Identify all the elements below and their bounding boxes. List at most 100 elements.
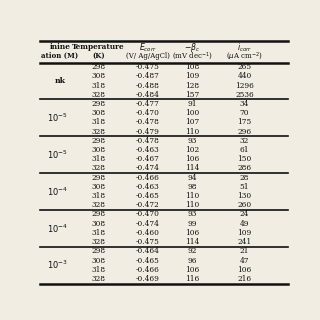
Text: 110: 110 bbox=[185, 128, 200, 136]
Text: 106: 106 bbox=[185, 155, 200, 163]
Text: 109: 109 bbox=[185, 72, 200, 80]
Text: 106: 106 bbox=[185, 229, 200, 237]
Text: 21: 21 bbox=[240, 247, 249, 255]
Text: 116: 116 bbox=[185, 275, 200, 283]
Text: -0.467: -0.467 bbox=[136, 155, 160, 163]
Text: -0.466: -0.466 bbox=[136, 266, 160, 274]
Text: $10^{-5}$: $10^{-5}$ bbox=[47, 112, 68, 124]
Text: -0.475: -0.475 bbox=[136, 238, 160, 246]
Text: 108: 108 bbox=[185, 63, 200, 71]
Text: -0.472: -0.472 bbox=[136, 201, 160, 209]
Text: 241: 241 bbox=[237, 238, 252, 246]
Text: -0.465: -0.465 bbox=[136, 257, 160, 265]
Text: -0.478: -0.478 bbox=[136, 137, 160, 145]
Text: $-\beta_c$: $-\beta_c$ bbox=[184, 41, 201, 54]
Text: 298: 298 bbox=[91, 247, 105, 255]
Text: 308: 308 bbox=[91, 183, 105, 191]
Text: 51: 51 bbox=[240, 183, 249, 191]
Text: 298: 298 bbox=[91, 63, 105, 71]
Text: 128: 128 bbox=[186, 82, 200, 90]
Text: 1296: 1296 bbox=[235, 82, 254, 90]
Text: 91: 91 bbox=[188, 100, 197, 108]
Text: $10^{-4}$: $10^{-4}$ bbox=[47, 222, 68, 235]
Text: -0.488: -0.488 bbox=[136, 82, 160, 90]
Text: 32: 32 bbox=[240, 137, 249, 145]
Text: -0.463: -0.463 bbox=[136, 146, 160, 154]
Text: 93: 93 bbox=[188, 211, 197, 219]
Text: 61: 61 bbox=[240, 146, 249, 154]
Text: 175: 175 bbox=[237, 118, 252, 126]
Text: 298: 298 bbox=[91, 137, 105, 145]
Text: 308: 308 bbox=[91, 220, 105, 228]
Text: -0.474: -0.474 bbox=[136, 220, 160, 228]
Text: 328: 328 bbox=[91, 164, 105, 172]
Text: -0.465: -0.465 bbox=[136, 192, 160, 200]
Text: (mV dec$^{-1}$): (mV dec$^{-1}$) bbox=[172, 50, 213, 62]
Text: -0.469: -0.469 bbox=[136, 275, 160, 283]
Text: 106: 106 bbox=[237, 266, 252, 274]
Text: 130: 130 bbox=[237, 192, 252, 200]
Text: nk: nk bbox=[54, 77, 65, 85]
Text: 260: 260 bbox=[237, 201, 252, 209]
Text: 114: 114 bbox=[185, 238, 200, 246]
Text: -0.479: -0.479 bbox=[136, 128, 160, 136]
Text: $E_{corr}$: $E_{corr}$ bbox=[139, 41, 157, 54]
Text: 318: 318 bbox=[91, 266, 105, 274]
Text: 308: 308 bbox=[91, 146, 105, 154]
Text: -0.470: -0.470 bbox=[136, 109, 160, 117]
Text: $10^{-4}$: $10^{-4}$ bbox=[47, 185, 68, 198]
Text: 328: 328 bbox=[91, 238, 105, 246]
Text: (K): (K) bbox=[92, 52, 105, 60]
Text: (V/ Ag/AgCl): (V/ Ag/AgCl) bbox=[126, 52, 170, 60]
Text: $10^{-3}$: $10^{-3}$ bbox=[47, 259, 68, 271]
Text: 440: 440 bbox=[237, 72, 252, 80]
Text: $10^{-5}$: $10^{-5}$ bbox=[47, 148, 68, 161]
Text: 286: 286 bbox=[237, 164, 252, 172]
Text: 298: 298 bbox=[91, 211, 105, 219]
Text: 24: 24 bbox=[240, 211, 249, 219]
Text: -0.487: -0.487 bbox=[136, 72, 160, 80]
Text: $i_{corr}$: $i_{corr}$ bbox=[237, 41, 252, 54]
Text: -0.464: -0.464 bbox=[136, 247, 160, 255]
Text: ($\mu$A cm$^{-2}$): ($\mu$A cm$^{-2}$) bbox=[226, 50, 263, 62]
Text: 308: 308 bbox=[91, 72, 105, 80]
Text: 110: 110 bbox=[185, 201, 200, 209]
Text: 328: 328 bbox=[91, 128, 105, 136]
Text: 298: 298 bbox=[91, 100, 105, 108]
Text: 49: 49 bbox=[240, 220, 249, 228]
Text: -0.470: -0.470 bbox=[136, 211, 160, 219]
Text: 318: 318 bbox=[91, 192, 105, 200]
Text: 114: 114 bbox=[185, 164, 200, 172]
Text: 328: 328 bbox=[91, 201, 105, 209]
Text: 34: 34 bbox=[240, 100, 249, 108]
Text: 99: 99 bbox=[188, 220, 197, 228]
Text: 157: 157 bbox=[185, 91, 200, 99]
Text: 265: 265 bbox=[237, 63, 252, 71]
Text: 93: 93 bbox=[188, 137, 197, 145]
Text: -0.475: -0.475 bbox=[136, 63, 160, 71]
Text: 150: 150 bbox=[237, 155, 252, 163]
Text: 318: 318 bbox=[91, 82, 105, 90]
Text: ation (M): ation (M) bbox=[41, 52, 78, 60]
Text: 328: 328 bbox=[91, 275, 105, 283]
Text: 70: 70 bbox=[240, 109, 249, 117]
Text: -0.474: -0.474 bbox=[136, 164, 160, 172]
Text: 308: 308 bbox=[91, 257, 105, 265]
Text: 94: 94 bbox=[188, 174, 197, 182]
Text: 47: 47 bbox=[240, 257, 249, 265]
Text: 92: 92 bbox=[188, 247, 197, 255]
Text: 298: 298 bbox=[91, 174, 105, 182]
Text: 308: 308 bbox=[91, 109, 105, 117]
Text: -0.477: -0.477 bbox=[136, 100, 160, 108]
Text: -0.460: -0.460 bbox=[136, 229, 160, 237]
Text: -0.466: -0.466 bbox=[136, 174, 160, 182]
Text: 98: 98 bbox=[188, 183, 197, 191]
Text: 106: 106 bbox=[185, 266, 200, 274]
Text: 110: 110 bbox=[185, 192, 200, 200]
Text: -0.478: -0.478 bbox=[136, 118, 160, 126]
Text: Temperature: Temperature bbox=[72, 44, 124, 52]
Text: 109: 109 bbox=[237, 229, 252, 237]
Text: -0.484: -0.484 bbox=[136, 91, 160, 99]
Text: 96: 96 bbox=[188, 257, 197, 265]
Text: 296: 296 bbox=[237, 128, 252, 136]
